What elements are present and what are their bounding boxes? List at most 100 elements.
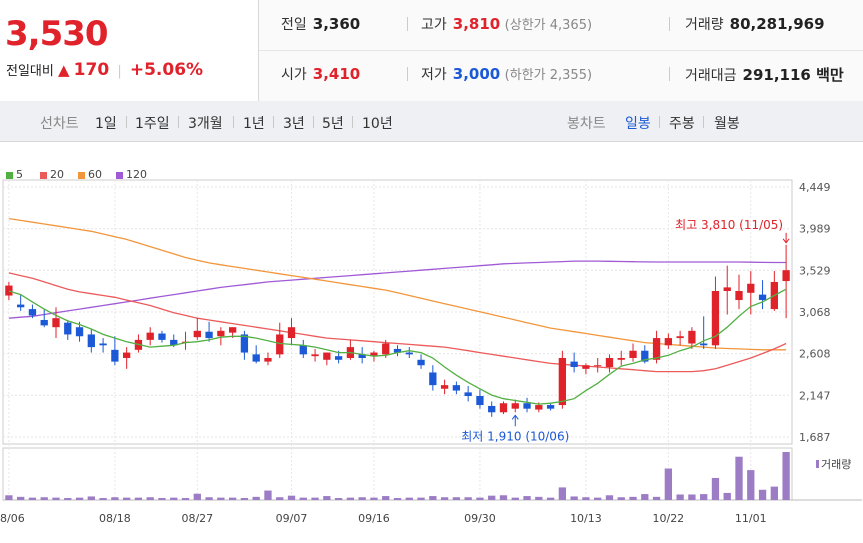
candle-body <box>758 294 767 301</box>
candle-body <box>452 385 461 391</box>
candle-body <box>64 322 72 335</box>
volume-bar <box>370 497 378 500</box>
volume-plot-frame <box>2 447 793 501</box>
candle-chart-label: 봉차트 <box>567 116 606 132</box>
volume-bar <box>346 497 355 500</box>
candle-body <box>582 365 590 369</box>
volume-bar <box>617 497 625 500</box>
volume-bar <box>570 496 578 500</box>
tab-monthly[interactable]: 월봉 <box>714 116 740 132</box>
volume-bar <box>629 496 637 500</box>
change-label: 전일대비 <box>6 64 54 79</box>
high-annotation: 최고 3,810 (11/05) <box>675 218 783 232</box>
volume-bar <box>64 498 72 500</box>
candle-body <box>558 357 567 406</box>
tab-1-year[interactable]: 1년 <box>243 116 265 132</box>
volume-bar <box>17 496 25 500</box>
candle-body <box>664 338 673 346</box>
volume-bar <box>205 497 213 500</box>
x-tick-label: 10/13 <box>570 512 602 525</box>
candle-body <box>546 405 555 409</box>
volume-bar <box>323 496 331 500</box>
current-price: 3,530 <box>5 14 109 54</box>
candle-body <box>240 334 249 353</box>
candle-body <box>264 357 272 362</box>
volume: 거래량 80,281,969 <box>685 15 825 33</box>
candle-body <box>723 287 731 292</box>
candle-body <box>228 327 237 333</box>
candle-body <box>287 327 296 339</box>
chart-toolbar: 선차트 1일 1주일 3개월 1년 3년 5년 10년 봉차트 일봉 주봉 월봉 <box>0 101 863 142</box>
candle-body <box>217 330 225 337</box>
change-percent: +5.06% <box>129 60 204 80</box>
volume-label: 거래량 <box>821 458 851 471</box>
volume-bar <box>382 496 390 500</box>
volume-bar <box>299 497 307 500</box>
candle-body <box>87 334 95 348</box>
tab-weekly[interactable]: 주봉 <box>669 116 695 132</box>
prev-close: 전일 3,360 <box>281 15 361 33</box>
candle-body <box>594 365 602 367</box>
volume-bar <box>170 497 178 500</box>
price-plot-frame <box>2 179 793 445</box>
volume-bar <box>217 497 225 500</box>
up-arrow-icon: ▲ <box>57 61 70 79</box>
candle-body <box>158 333 166 340</box>
candle-body <box>181 341 190 343</box>
candle-body <box>440 385 449 389</box>
ma120-line <box>8 260 787 319</box>
volume-bar <box>782 452 790 500</box>
y-tick-label: 3,989 <box>799 223 831 236</box>
x-tick-label: 08/27 <box>181 512 213 525</box>
candle-body <box>700 343 708 346</box>
tab-3-months[interactable]: 3개월 <box>188 116 223 132</box>
candle-body <box>405 352 413 355</box>
candle-body <box>782 270 790 282</box>
tab-daily[interactable]: 일봉 <box>625 116 651 132</box>
candle-body <box>170 339 178 346</box>
tab-5-years[interactable]: 5년 <box>322 116 344 132</box>
candle-body <box>629 350 637 358</box>
volume-bar <box>700 494 708 500</box>
volume-bar <box>676 494 684 500</box>
tab-1-day[interactable]: 1일 <box>95 116 117 132</box>
candle-body <box>617 357 625 360</box>
tab-3-years[interactable]: 3년 <box>283 116 305 132</box>
low-arrow-head-icon <box>511 414 519 420</box>
volume-bar <box>252 496 260 500</box>
high-price: 고가 3,810 (상한가 4,365) <box>421 15 593 33</box>
ma5-line <box>8 288 787 405</box>
volume-bar <box>311 497 319 500</box>
volume-legend-swatch <box>816 460 819 468</box>
candle-body <box>488 405 496 413</box>
x-tick-label: 10/22 <box>652 512 684 525</box>
volume-bar <box>723 492 731 500</box>
candle-body <box>346 347 355 358</box>
volume-bar <box>276 497 284 500</box>
volume-bar <box>111 497 119 500</box>
volume-bar <box>664 468 673 500</box>
quote-header: 3,530 전일대비 ▲ 170 | +5.06% 전일 3,360 고가 3,81… <box>0 0 863 102</box>
candle-body <box>605 357 614 368</box>
candle-body <box>464 392 472 396</box>
volume-bar <box>511 497 519 500</box>
candle-body <box>476 395 484 406</box>
candle-body <box>52 318 60 328</box>
candle-body <box>735 291 743 301</box>
candle-body <box>770 281 778 310</box>
volume-bar <box>287 495 296 500</box>
volume-bar <box>476 497 484 500</box>
candle-body <box>299 345 307 355</box>
volume-bar <box>594 497 602 500</box>
candle-body <box>511 403 519 409</box>
volume-bar <box>735 456 743 500</box>
volume-bar <box>488 495 496 500</box>
candle-body <box>99 343 107 346</box>
tab-10-years[interactable]: 10년 <box>362 116 393 132</box>
volume-bar <box>405 497 413 500</box>
candle-body <box>28 309 37 316</box>
candle-body <box>652 338 661 360</box>
y-tick-label: 4,449 <box>799 181 831 194</box>
tab-1-week[interactable]: 1주일 <box>135 116 170 132</box>
volume-bar <box>264 490 272 500</box>
